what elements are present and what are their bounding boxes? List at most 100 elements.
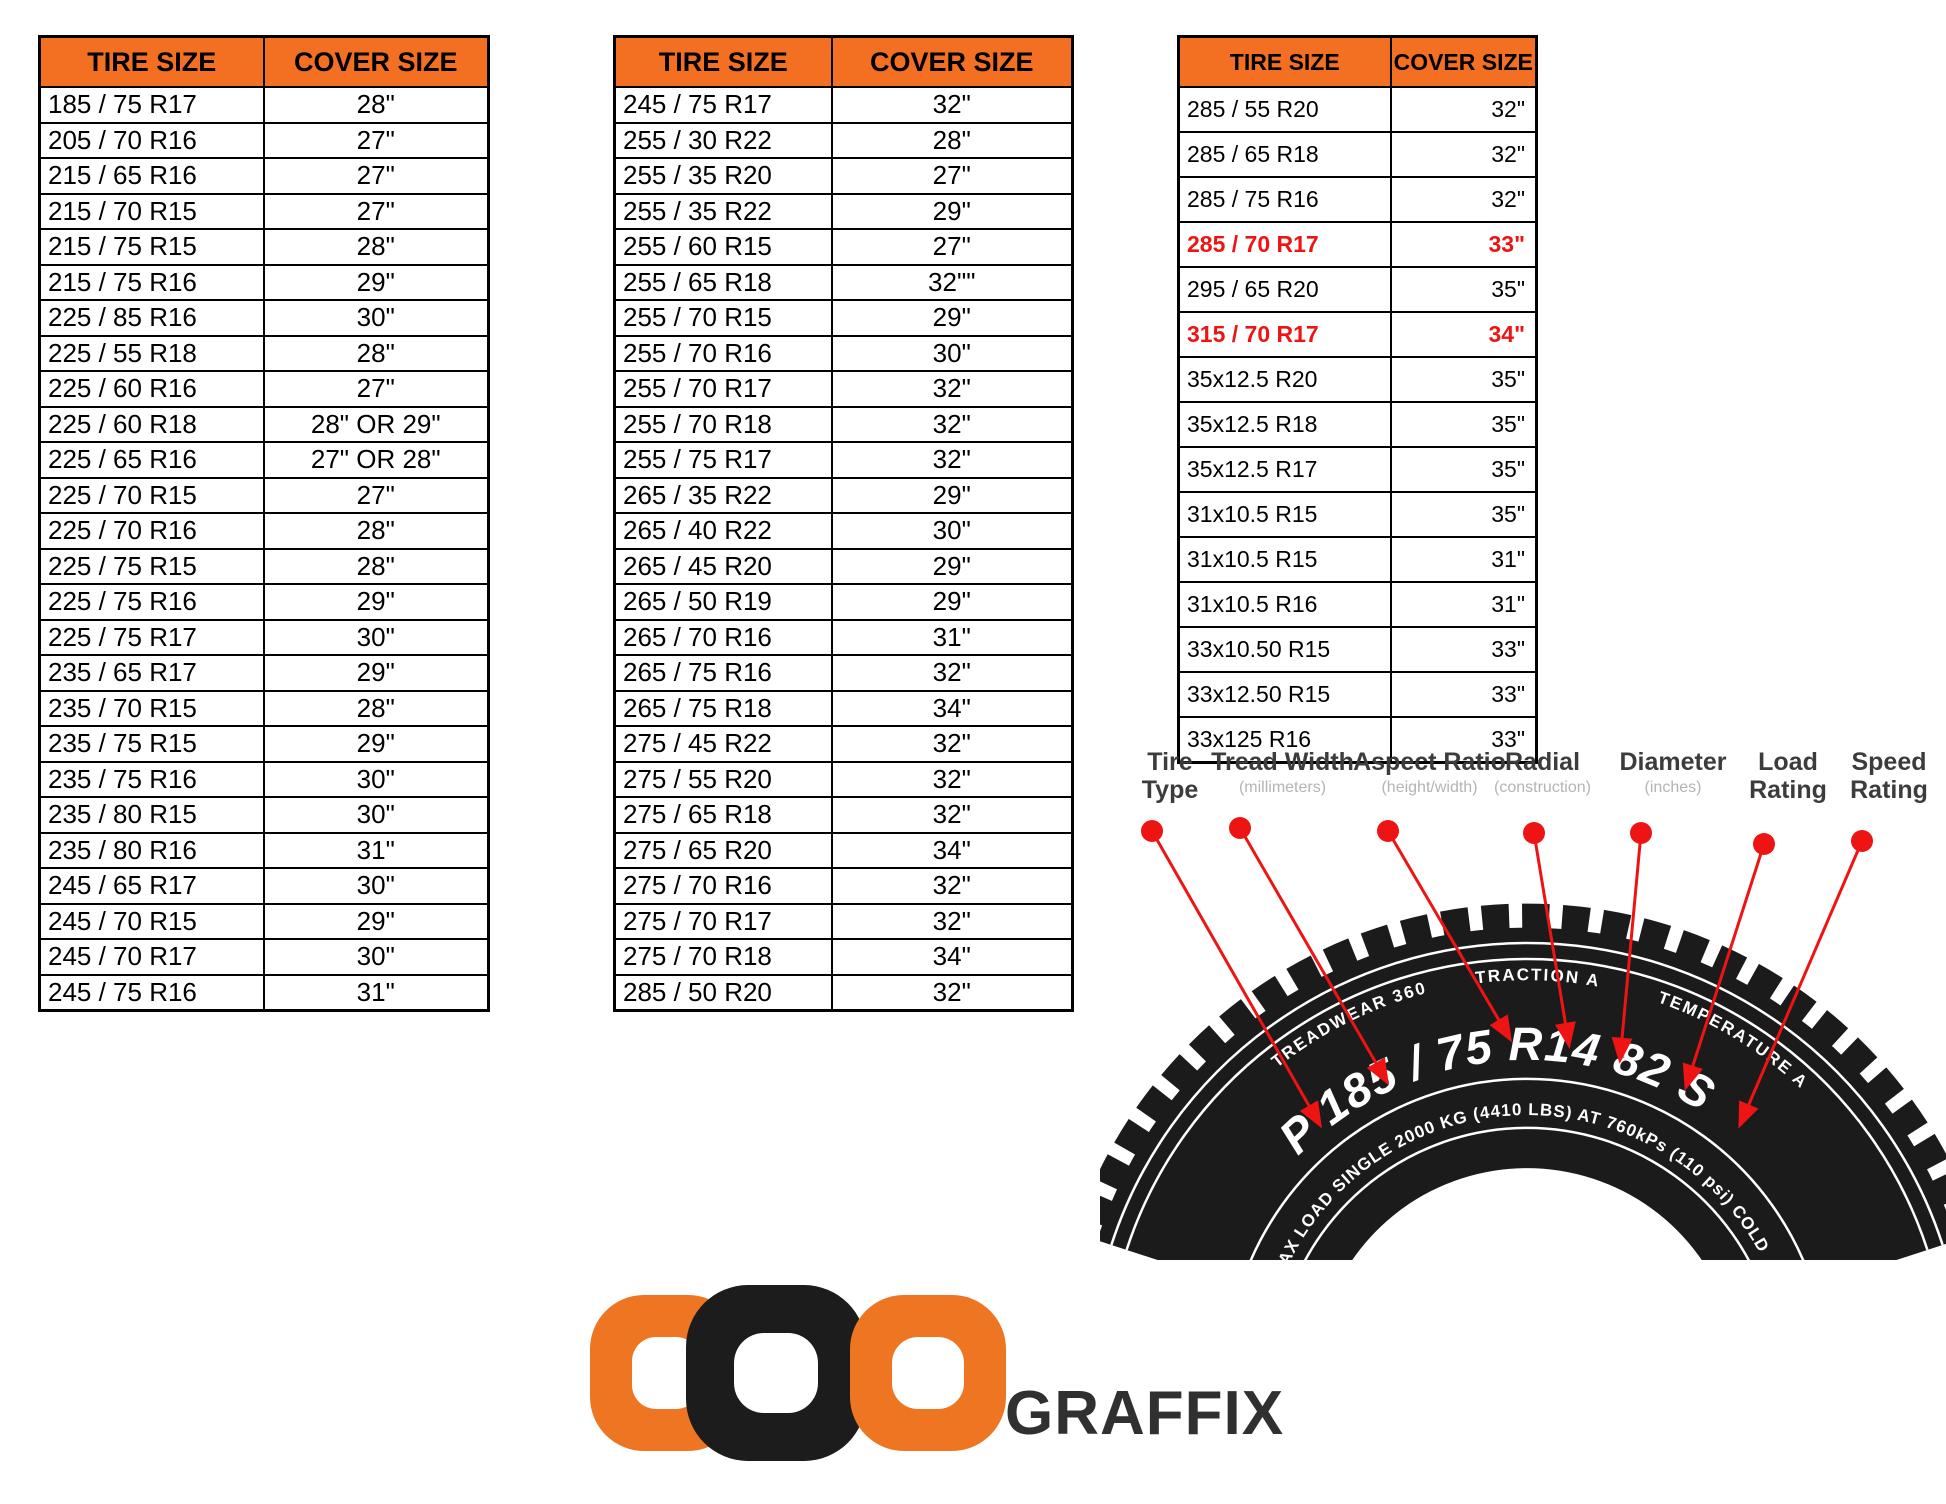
table-row: 31x10.5 R16 31" [1177, 581, 1538, 628]
cover-size-cell: 32" [1389, 131, 1538, 178]
tire-size-cell: 225 / 65 R16 [38, 441, 265, 479]
table-row: 245 / 70 R17 30" [38, 938, 490, 976]
table-row: 255 / 70 R17 32" [613, 370, 1074, 408]
cover-size-cell: 28" [262, 228, 490, 266]
cover-size-cell: 34" [830, 938, 1074, 976]
sidewall-ring [1249, 1077, 1805, 1260]
table-row: 245 / 75 R17 32" [613, 86, 1074, 124]
table-row: 225 / 75 R17 30" [38, 618, 490, 656]
tire-size-cell: 35x12.5 R17 [1177, 446, 1392, 493]
label-subtext: (inches) [1644, 779, 1702, 796]
pointer-arrow [1386, 830, 1512, 1043]
tire-size-cell: 235 / 75 R16 [38, 760, 265, 798]
diagram-label-radial: Radial (construction) [1490, 748, 1595, 797]
tire-tread-teeth [1100, 903, 1946, 1227]
table-row: 35x12.5 R20 35" [1177, 356, 1538, 403]
cover-size-cell: 27" [262, 121, 490, 159]
table-row: 255 / 35 R22 29" [613, 192, 1074, 230]
table-row: 215 / 75 R15 28" [38, 228, 490, 266]
table-row: 255 / 70 R15 29" [613, 299, 1074, 337]
table-row: 295 / 65 R20 35" [1177, 266, 1538, 313]
tire-size-cell: 255 / 60 R15 [613, 228, 833, 266]
diagram-label-aspect-ratio: Aspect Ratio (height/width) [1352, 748, 1507, 797]
tire-size-cell: 225 / 70 R15 [38, 476, 265, 514]
tire-size-cell: 31x10.5 R15 [1177, 536, 1392, 583]
tire-size-cell: 285 / 75 R16 [1177, 176, 1392, 223]
cover-size-cell: 32" [830, 760, 1074, 798]
tire-size-cell: 225 / 75 R16 [38, 583, 265, 621]
sidewall-ring [1304, 1126, 1750, 1260]
tire-size-cell: 215 / 70 R15 [38, 192, 265, 230]
table-row: 235 / 70 R15 28" [38, 689, 490, 727]
pointer-arrow [1238, 827, 1389, 1086]
table-row: 265 / 75 R18 34" [613, 689, 1074, 727]
cover-size-cell: 34" [830, 689, 1074, 727]
table-row: 265 / 70 R16 31" [613, 618, 1074, 656]
cover-size-cell: 34" [1389, 311, 1538, 358]
cover-size-cell: 32" [1389, 86, 1538, 133]
table-row: 275 / 45 R22 32" [613, 725, 1074, 763]
tire-size-cell: 33x125 R16 [1177, 716, 1392, 764]
cover-size-cell: 30" [262, 938, 490, 976]
table-row: 255 / 65 R18 32"" [613, 263, 1074, 301]
tire-size-cell: 255 / 35 R20 [613, 157, 833, 195]
cover-size-cell: 35" [1389, 491, 1538, 538]
tire-size-cell: 265 / 75 R16 [613, 654, 833, 692]
table-row: 215 / 75 R16 29" [38, 263, 490, 301]
table-row: 225 / 65 R16 27" OR 28" [38, 441, 490, 479]
tire-size-cell: 255 / 70 R18 [613, 405, 833, 443]
tire-cover-table-3: TIRE SIZE COVER SIZE 285 / 55 R20 32" 285 … [1177, 35, 1538, 764]
table-row: 31x10.5 R15 35" [1177, 491, 1538, 538]
cover-size-cell: 27" [830, 228, 1074, 266]
tire-size-cell: 245 / 75 R16 [38, 973, 265, 1012]
logo-link-middle-hole [734, 1333, 818, 1413]
tire-illustration: TREADWEAR 360 TRACTION A TEMPERATURE A P… [1100, 903, 1946, 1260]
diagram-label-tread-width: Tread Width (millimeters) [1210, 748, 1355, 797]
table-row: 285 / 70 R17 33" [1177, 221, 1538, 268]
tire-size-cell: 285 / 65 R18 [1177, 131, 1392, 178]
cover-size-cell: 28" OR 29" [262, 405, 490, 443]
cover-size-cell: 30" [830, 512, 1074, 550]
pointer-dot [1851, 830, 1873, 852]
table-row: 205 / 70 R16 27" [38, 121, 490, 159]
table-row: 275 / 65 R18 32" [613, 796, 1074, 834]
table-row: 215 / 65 R16 27" [38, 157, 490, 195]
cover-size-cell: 29" [262, 725, 490, 763]
table-row: 285 / 55 R20 32" [1177, 86, 1538, 133]
tire-size-cell: 205 / 70 R16 [38, 121, 265, 159]
label-subtext: (height/width) [1381, 779, 1478, 796]
tire-size-cell: 285 / 55 R20 [1177, 86, 1392, 133]
table-row: 235 / 75 R16 30" [38, 760, 490, 798]
label-text: Diameter [1619, 748, 1727, 776]
tire-size-cell: 225 / 75 R15 [38, 547, 265, 585]
label-text: Tire Type [1141, 748, 1199, 804]
cover-size-cell: 29" [830, 299, 1074, 337]
cover-size-cell: 31" [262, 831, 490, 869]
tire-size-cell: 255 / 75 R17 [613, 441, 833, 479]
diagram-label-load-rating: Load Rating [1742, 748, 1834, 804]
table-row: 275 / 70 R16 32" [613, 867, 1074, 905]
tire-size-cell: 245 / 65 R17 [38, 867, 265, 905]
cover-size-cell: 32" [830, 902, 1074, 940]
table-header-row: TIRE SIZE COVER SIZE [613, 35, 1074, 88]
cover-size-cell: 29" [262, 654, 490, 692]
label-subtext: (construction) [1494, 779, 1591, 796]
tire-size-cell: 35x12.5 R18 [1177, 401, 1392, 448]
tire-cover-table-1: TIRE SIZE COVER SIZE 185 / 75 R17 28" 205 … [38, 35, 490, 1012]
table-row: 265 / 75 R16 32" [613, 654, 1074, 692]
cover-size-cell: 29" [830, 547, 1074, 585]
tire-size-cell: 255 / 35 R22 [613, 192, 833, 230]
tire-size-cell: 215 / 75 R15 [38, 228, 265, 266]
pointer-arrow [1532, 832, 1576, 1049]
tire-size-cell: 225 / 55 R18 [38, 334, 265, 372]
tire-size-cell: 235 / 65 R17 [38, 654, 265, 692]
sidewall-ring [1125, 957, 1929, 1251]
tire-size-cell: 235 / 80 R16 [38, 831, 265, 869]
table-row: 245 / 65 R17 30" [38, 867, 490, 905]
cover-size-cell: 28" [262, 512, 490, 550]
pointer-dot [1523, 822, 1545, 844]
table-row: 225 / 85 R16 30" [38, 299, 490, 337]
cover-size-cell: 27" OR 28" [262, 441, 490, 479]
tire-size-cell: 265 / 75 R18 [613, 689, 833, 727]
tire-size-header: TIRE SIZE [1177, 35, 1392, 88]
